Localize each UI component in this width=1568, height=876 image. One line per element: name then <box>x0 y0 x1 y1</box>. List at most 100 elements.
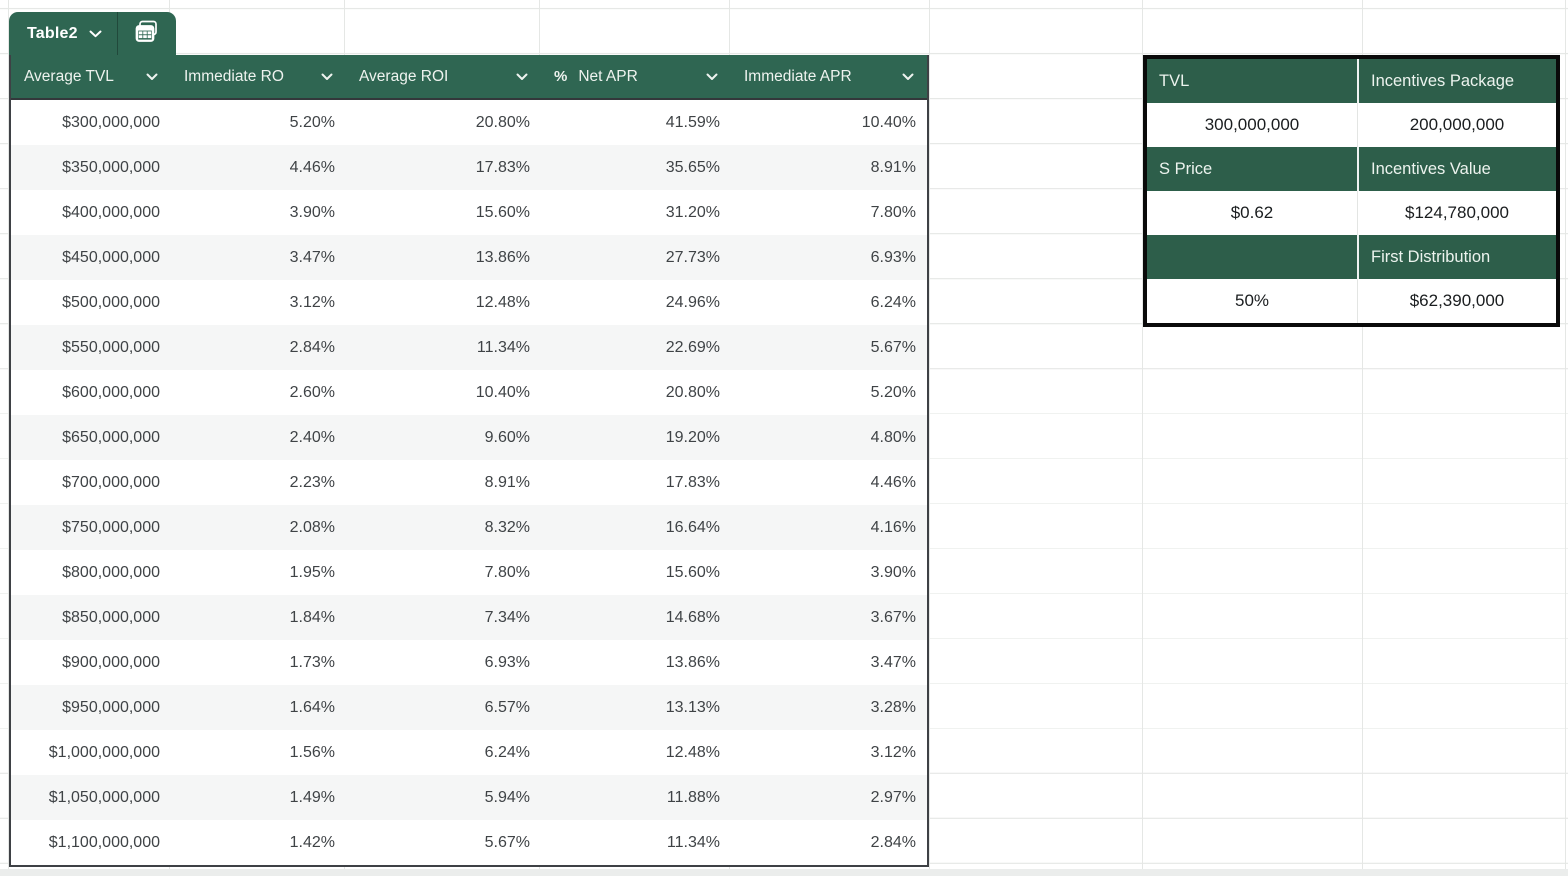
table-cell[interactable]: $1,050,000,000 <box>48 789 160 806</box>
column-dropdown-chevron-icon[interactable] <box>146 73 158 81</box>
table-cell[interactable]: 15.60% <box>475 204 530 221</box>
table-cell[interactable]: 4.46% <box>870 474 916 491</box>
side-header-incentives-package[interactable]: Incentives Package <box>1357 59 1556 103</box>
side-value-first-distribution[interactable]: $62,390,000 <box>1357 279 1556 323</box>
table-cell[interactable]: 3.90% <box>289 204 335 221</box>
table-cell[interactable]: $700,000,000 <box>62 474 160 491</box>
table-cell[interactable]: $800,000,000 <box>62 564 160 581</box>
table-cell[interactable]: 8.91% <box>484 474 530 491</box>
table-cell[interactable]: 7.34% <box>484 609 530 626</box>
table-cell[interactable]: 13.13% <box>665 699 720 716</box>
table-cell[interactable]: $850,000,000 <box>62 609 160 626</box>
table-cell[interactable]: 11.34% <box>476 339 530 356</box>
table-cell[interactable]: 3.47% <box>870 654 916 671</box>
table-cell[interactable]: 4.80% <box>870 429 916 446</box>
table-cell[interactable]: 12.48% <box>475 294 530 311</box>
side-value-s-price[interactable]: $0.62 <box>1230 203 1274 222</box>
table-name-menu[interactable]: Table2 <box>9 12 117 55</box>
table-cell[interactable]: 17.83% <box>475 159 530 176</box>
table-cell[interactable]: 10.40% <box>861 114 916 131</box>
table-cell[interactable]: 7.80% <box>484 564 530 581</box>
side-value-tvl[interactable]: 300,000,000 <box>1204 115 1300 134</box>
table-cell[interactable]: 5.20% <box>870 384 916 401</box>
table-cell[interactable]: 3.12% <box>870 744 916 761</box>
table-cell[interactable]: $650,000,000 <box>62 429 160 446</box>
table-cell[interactable]: 2.40% <box>289 429 335 446</box>
side-value-incentives-value[interactable]: $124,780,000 <box>1357 191 1556 235</box>
column-header-immediate-apr[interactable]: Immediate APR <box>731 55 927 98</box>
table-cell[interactable]: 17.83% <box>665 474 720 491</box>
table-cell[interactable]: 5.94% <box>484 789 530 806</box>
table-cell[interactable]: 1.42% <box>289 834 335 851</box>
table-cell[interactable]: 1.64% <box>289 699 335 716</box>
table-cell[interactable]: 27.73% <box>665 249 720 266</box>
table-cell[interactable]: 24.96% <box>665 294 720 311</box>
table-cell[interactable]: 6.24% <box>484 744 530 761</box>
table-cell[interactable]: $1,000,000,000 <box>48 744 160 761</box>
side-header-incentives-value[interactable]: Incentives Value <box>1357 147 1556 191</box>
side-value-incentives-package[interactable]: 200,000,000 <box>1357 103 1556 147</box>
table-cell[interactable]: 2.84% <box>289 339 335 356</box>
side-header-empty[interactable] <box>1147 235 1357 279</box>
table-view-button[interactable] <box>118 12 176 55</box>
table-cell[interactable]: 4.46% <box>289 159 335 176</box>
table-cell[interactable]: $450,000,000 <box>62 249 160 266</box>
table-cell[interactable]: $750,000,000 <box>62 519 160 536</box>
column-header-net-apr[interactable]: % Net APR <box>541 55 731 98</box>
table-cell[interactable]: 1.56% <box>289 744 335 761</box>
column-dropdown-chevron-icon[interactable] <box>516 73 528 81</box>
table-cell[interactable]: $1,100,000,000 <box>48 834 160 851</box>
table-cell[interactable]: 14.68% <box>665 609 720 626</box>
table-cell[interactable]: 7.80% <box>870 204 916 221</box>
table-cell[interactable]: 31.20% <box>665 204 720 221</box>
table-cell[interactable]: 35.65% <box>665 159 720 176</box>
table-cell[interactable]: 15.60% <box>665 564 720 581</box>
column-header-immediate-roi[interactable]: Immediate RO <box>171 55 346 98</box>
table-cell[interactable]: $500,000,000 <box>62 294 160 311</box>
side-value-distribution-pct[interactable]: 50% <box>1234 291 1270 310</box>
table-cell[interactable]: 9.60% <box>484 429 530 446</box>
table-cell[interactable]: 4.16% <box>870 519 916 536</box>
table-cell[interactable]: $900,000,000 <box>62 654 160 671</box>
table-cell[interactable]: $950,000,000 <box>62 699 160 716</box>
table-cell[interactable]: 3.12% <box>289 294 335 311</box>
table-cell[interactable]: $600,000,000 <box>62 384 160 401</box>
table-cell[interactable]: 11.34% <box>666 834 720 851</box>
table-cell[interactable]: 20.80% <box>475 114 530 131</box>
table-cell[interactable]: 11.88% <box>666 789 720 806</box>
side-header-s-price[interactable]: S Price <box>1159 160 1213 178</box>
column-header-average-roi[interactable]: Average ROI <box>346 55 541 98</box>
table-cell[interactable]: 6.93% <box>484 654 530 671</box>
table-name-tab[interactable]: Table2 <box>9 12 176 55</box>
column-dropdown-chevron-icon[interactable] <box>321 73 333 81</box>
table-cell[interactable]: $550,000,000 <box>62 339 160 356</box>
table-cell[interactable]: 16.64% <box>665 519 720 536</box>
table-cell[interactable]: 1.49% <box>289 789 335 806</box>
table-cell[interactable]: 2.97% <box>870 789 916 806</box>
table-cell[interactable]: 6.93% <box>870 249 916 266</box>
table-cell[interactable]: 2.84% <box>870 834 916 851</box>
table-cell[interactable]: $350,000,000 <box>62 159 160 176</box>
table-cell[interactable]: 19.20% <box>665 429 720 446</box>
table-cell[interactable]: 13.86% <box>475 249 530 266</box>
column-dropdown-chevron-icon[interactable] <box>902 73 914 81</box>
table-cell[interactable]: $400,000,000 <box>62 204 160 221</box>
column-header-average-tvl[interactable]: Average TVL <box>11 55 171 98</box>
table-cell[interactable]: 3.90% <box>870 564 916 581</box>
table-cell[interactable]: 5.67% <box>484 834 530 851</box>
table-cell[interactable]: 6.24% <box>870 294 916 311</box>
table-cell[interactable]: 8.32% <box>484 519 530 536</box>
table-cell[interactable]: 8.91% <box>870 159 916 176</box>
column-dropdown-chevron-icon[interactable] <box>706 73 718 81</box>
side-header-tvl[interactable]: TVL <box>1159 72 1190 90</box>
table-cell[interactable]: 2.60% <box>289 384 335 401</box>
table-cell[interactable]: 2.23% <box>289 474 335 491</box>
side-header-first-distribution[interactable]: First Distribution <box>1357 235 1556 279</box>
table-cell[interactable]: 20.80% <box>665 384 720 401</box>
table-cell[interactable]: 10.40% <box>475 384 530 401</box>
table-cell[interactable]: 1.84% <box>289 609 335 626</box>
table-cell[interactable]: 1.95% <box>289 564 335 581</box>
table-cell[interactable]: 41.59% <box>665 114 720 131</box>
table-cell[interactable]: 3.28% <box>870 699 916 716</box>
table-cell[interactable]: 5.67% <box>870 339 916 356</box>
